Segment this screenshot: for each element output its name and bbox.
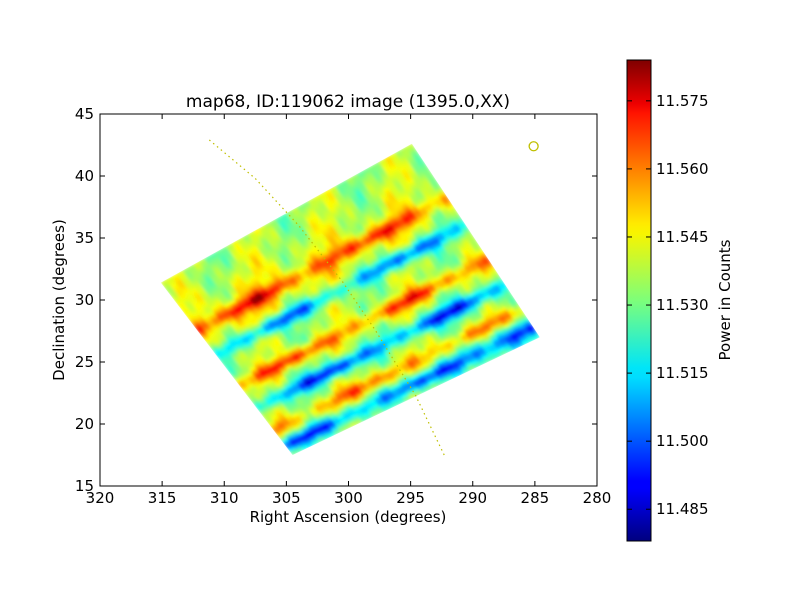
x-tick-label: 305 <box>272 489 301 507</box>
plot-area <box>99 113 598 487</box>
colorbar-tick-label: 11.545 <box>656 228 709 246</box>
x-tick-label: 295 <box>396 489 425 507</box>
colorbar-ticks: 11.485 11.500 11.515 11.530 11.545 11.560 11.5… <box>627 92 709 518</box>
colorbar-tick-label: 11.560 <box>656 160 709 178</box>
x-tick-label: 300 <box>334 489 363 507</box>
y-tick-label: 15 <box>75 477 94 495</box>
x-axis-ticks: 320 315 310 305 300 295 290 285 280 <box>86 114 612 507</box>
x-tick-label: 310 <box>210 489 239 507</box>
chart-title: map68, ID:119062 image (1395.0,XX) <box>186 92 510 112</box>
y-tick-label: 45 <box>75 105 94 123</box>
x-tick-label: 285 <box>521 489 550 507</box>
colorbar-tick-label: 11.575 <box>656 92 709 110</box>
y-axis-ticks: 15 20 25 30 35 40 45 <box>75 105 597 495</box>
galactic-plane-curve <box>208 139 446 458</box>
y-tick-label: 30 <box>75 291 94 309</box>
colorbar-gradient <box>626 59 652 542</box>
source-marker <box>528 141 539 152</box>
map-cell <box>531 333 540 341</box>
y-axis-label: Declination (degrees) <box>50 219 68 381</box>
x-tick-label: 280 <box>583 489 612 507</box>
y-tick-label: 40 <box>75 167 94 185</box>
x-tick-label: 315 <box>148 489 177 507</box>
x-tick-label: 290 <box>458 489 487 507</box>
y-tick-label: 25 <box>75 353 94 371</box>
y-tick-label: 20 <box>75 415 94 433</box>
colorbar-tick-label: 11.485 <box>656 500 709 518</box>
colorbar-tick-label: 11.515 <box>656 364 709 382</box>
x-tick-label: 320 <box>86 489 115 507</box>
y-tick-label: 35 <box>75 229 94 247</box>
sky-map-image <box>160 143 540 455</box>
colorbar-label: Power in Counts <box>716 239 734 360</box>
colorbar-tick-label: 11.500 <box>656 432 709 450</box>
x-axis-label: Right Ascension (degrees) <box>250 508 447 526</box>
colorbar-tick-label: 11.530 <box>656 296 709 314</box>
colorbar: 11.485 11.500 11.515 11.530 11.545 11.560 11.5… <box>626 59 734 542</box>
